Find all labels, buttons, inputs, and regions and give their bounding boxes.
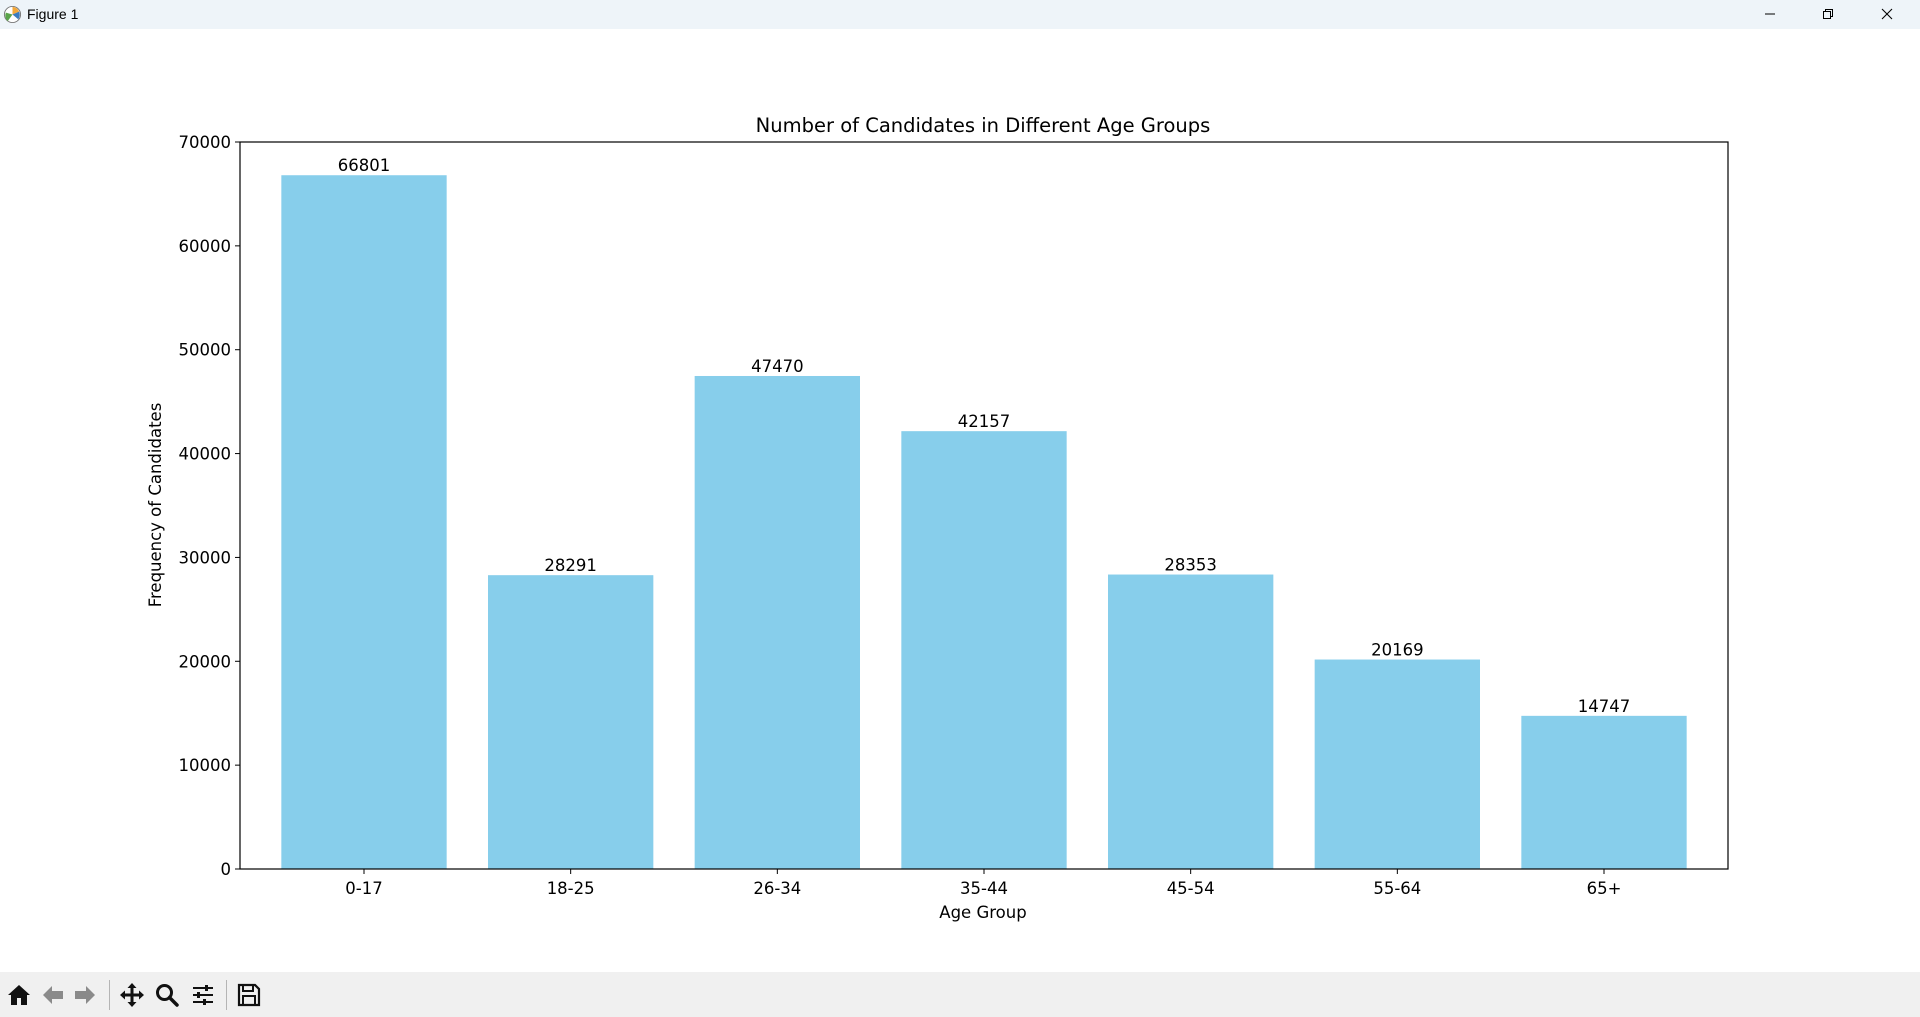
bar-26-34 xyxy=(694,375,860,869)
home-icon xyxy=(8,985,30,1005)
pan-button[interactable] xyxy=(116,979,148,1011)
bar-value-label: 66801 xyxy=(338,156,391,175)
move-icon xyxy=(120,983,144,1007)
bar-labels-layer: 66801 28291 47470 42157 28353 20169 14747 xyxy=(338,156,1631,716)
bar-35-44 xyxy=(901,431,1067,869)
y-axis: 0 10000 20000 30000 40000 50000 60000 70000 xyxy=(179,133,240,879)
chart-title: Number of Candidates in Different Age Gr… xyxy=(756,114,1211,137)
x-tick-label: 18-25 xyxy=(547,879,595,898)
y-tick-label: 20000 xyxy=(179,652,232,671)
y-tick-label: 60000 xyxy=(179,237,232,256)
x-axis: 0-17 18-25 26-34 35-44 45-54 55-64 65+ xyxy=(345,869,1621,898)
arrow-left-icon xyxy=(43,986,63,1004)
home-button[interactable] xyxy=(3,979,35,1011)
x-tick-label: 65+ xyxy=(1587,879,1622,898)
x-axis-label: Age Group xyxy=(939,903,1026,922)
minimize-button[interactable] xyxy=(1741,0,1799,29)
x-tick-label: 55-64 xyxy=(1373,879,1421,898)
back-button[interactable] xyxy=(37,979,69,1011)
forward-button[interactable] xyxy=(69,979,101,1011)
y-tick-label: 10000 xyxy=(179,756,232,775)
bar-value-label: 42157 xyxy=(958,412,1011,431)
x-tick-label: 45-54 xyxy=(1167,879,1215,898)
y-tick-label: 40000 xyxy=(179,445,232,464)
close-button[interactable] xyxy=(1858,0,1916,29)
bars-layer xyxy=(281,175,1687,870)
save-button[interactable] xyxy=(233,979,265,1011)
toolbar-separator xyxy=(109,980,110,1010)
sliders-icon xyxy=(193,985,213,1005)
x-tick-label: 0-17 xyxy=(345,879,382,898)
zoom-button[interactable] xyxy=(151,979,183,1011)
bar-55-64 xyxy=(1314,659,1480,869)
magnifier-icon xyxy=(156,984,179,1007)
arrow-right-icon xyxy=(75,986,95,1004)
bar-value-label: 47470 xyxy=(751,357,804,376)
bar-value-label: 14747 xyxy=(1578,697,1631,716)
minimize-icon xyxy=(1765,13,1775,15)
y-tick-label: 50000 xyxy=(179,341,232,360)
window-titlebar: Figure 1 xyxy=(0,0,1920,29)
y-tick-label: 30000 xyxy=(179,548,232,567)
bar-0-17 xyxy=(281,175,447,870)
y-tick-label: 70000 xyxy=(179,133,232,152)
x-tick-label: 35-44 xyxy=(960,879,1008,898)
floppy-disk-icon xyxy=(237,983,261,1007)
restore-button[interactable] xyxy=(1799,0,1857,29)
bar-value-label: 28291 xyxy=(544,556,597,575)
y-tick-label: 0 xyxy=(221,860,232,879)
close-icon xyxy=(1881,8,1893,20)
figure-canvas[interactable]: 66801 28291 47470 42157 28353 20169 14747 0 100… xyxy=(0,29,1920,972)
navigation-toolbar xyxy=(0,972,1920,1017)
toolbar-separator xyxy=(226,980,227,1010)
bar-value-label: 20169 xyxy=(1371,641,1424,660)
window-title: Figure 1 xyxy=(27,6,79,22)
y-axis-label: Frequency of Candidates xyxy=(146,403,165,608)
matplotlib-app-icon xyxy=(3,5,22,24)
restore-icon xyxy=(1823,9,1833,19)
bar-45-54 xyxy=(1108,574,1274,869)
bar-value-label: 28353 xyxy=(1164,556,1217,575)
configure-subplots-button[interactable] xyxy=(187,979,219,1011)
bar-18-25 xyxy=(488,575,654,869)
bar-chart: 66801 28291 47470 42157 28353 20169 14747 0 100… xyxy=(146,114,1729,922)
x-tick-label: 26-34 xyxy=(753,879,801,898)
bar-65+ xyxy=(1521,715,1687,869)
